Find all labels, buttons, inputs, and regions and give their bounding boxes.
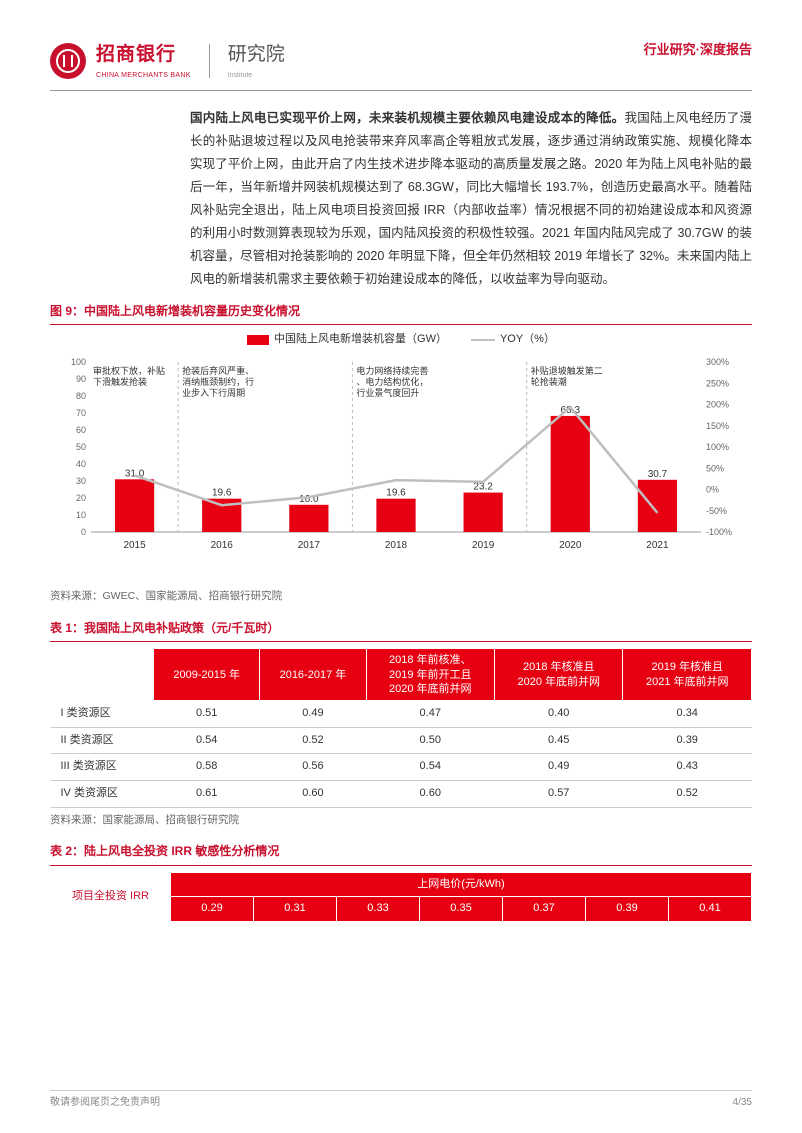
table1: 2009-2015 年2016-2017 年2018 年前核准、2019 年前开… (50, 648, 752, 807)
svg-text:100: 100 (71, 357, 86, 367)
svg-text:下滑触发抢装: 下滑触发抢装 (93, 376, 147, 387)
svg-text:10: 10 (76, 510, 86, 520)
bank-name-block: 招商银行 CHINA MERCHANTS BANK (96, 40, 191, 82)
svg-text:2021: 2021 (646, 540, 669, 551)
body-rest: 我国陆上风电经历了漫长的补贴退坡过程以及风电抢装带来弃风率高企等粗放式发展，逐步… (190, 111, 752, 287)
body-paragraph: 国内陆上风电已实现平价上网，未来装机规模主要依赖风电建设成本的降低。我国陆上风电… (190, 107, 752, 292)
svg-text:行业景气度回升: 行业景气度回升 (356, 387, 419, 398)
svg-text:19.6: 19.6 (386, 488, 406, 499)
svg-text:-100%: -100% (706, 527, 732, 537)
figure9-source: 资料来源：GWEC、国家能源局、招商银行研究院 (50, 588, 752, 605)
svg-text:审批权下放，补贴: 审批权下放，补贴 (93, 365, 165, 376)
report-type: 行业研究·深度报告 (644, 40, 752, 61)
svg-text:200%: 200% (706, 400, 729, 410)
svg-text:250%: 250% (706, 379, 729, 389)
svg-text:2019: 2019 (472, 540, 495, 551)
page-header: 招商银行 CHINA MERCHANTS BANK 研究院 Institute … (50, 40, 752, 91)
svg-text:23.2: 23.2 (473, 482, 493, 493)
svg-text:业步入下行周期: 业步入下行周期 (182, 387, 245, 398)
svg-text:19.6: 19.6 (212, 488, 232, 499)
svg-text:2017: 2017 (298, 540, 321, 551)
institute-en: Institute (228, 70, 285, 81)
svg-text:2020: 2020 (559, 540, 582, 551)
table1-source: 资料来源：国家能源局、招商银行研究院 (50, 812, 752, 829)
svg-text:、电力结构优化，: 、电力结构优化， (356, 376, 428, 387)
bank-name-en: CHINA MERCHANTS BANK (96, 70, 191, 81)
svg-text:20: 20 (76, 493, 86, 503)
svg-text:-50%: -50% (706, 506, 727, 516)
svg-text:30: 30 (76, 476, 86, 486)
table1-title: 表 1：我国陆上风电补贴政策（元/千瓦时） (50, 619, 752, 642)
svg-text:0%: 0% (706, 485, 719, 495)
bank-name-cn: 招商银行 (96, 40, 191, 70)
svg-text:30.7: 30.7 (648, 469, 668, 480)
svg-text:50%: 50% (706, 464, 724, 474)
svg-text:90: 90 (76, 374, 86, 384)
legend-bar: 中国陆上风电新增装机容量（GW） (247, 331, 447, 349)
institute-block: 研究院 Institute (228, 40, 285, 82)
svg-text:2015: 2015 (123, 540, 146, 551)
figure9-title: 图 9：中国陆上风电新增装机容量历史变化情况 (50, 302, 752, 325)
page-footer: 敬请参阅尾页之免责声明 4/35 (50, 1090, 752, 1111)
cmb-logo-icon (50, 43, 86, 79)
svg-text:60: 60 (76, 425, 86, 435)
table2-title: 表 2：陆上风电全投资 IRR 敏感性分析情况 (50, 842, 752, 865)
figure9-legend: 中国陆上风电新增装机容量（GW） YOY（%） (50, 331, 752, 349)
footer-disclaimer: 敬请参阅尾页之免责声明 (50, 1095, 160, 1111)
legend-line-label: YOY（%） (500, 331, 555, 349)
svg-text:70: 70 (76, 408, 86, 418)
page-number: 4/35 (733, 1095, 752, 1111)
table2: 项目全投资 IRR上网电价(元/kWh)0.290.310.330.350.37… (50, 872, 752, 922)
svg-text:150%: 150% (706, 421, 729, 431)
legend-line-swatch (471, 339, 495, 341)
svg-text:电力网络持续完善: 电力网络持续完善 (356, 365, 428, 376)
figure9-chart: 0 10 20 30 40 50 60 70 80 90 100 -100% -50% 0% 50% 100%… (50, 354, 752, 584)
legend-bar-swatch (247, 335, 269, 345)
header-divider (209, 44, 210, 78)
svg-text:消纳瓶颈制约，行: 消纳瓶颈制约，行 (182, 376, 254, 387)
svg-text:轮抢装潮: 轮抢装潮 (531, 376, 567, 387)
header-left: 招商银行 CHINA MERCHANTS BANK 研究院 Institute (50, 40, 285, 82)
chart-svg: 0 10 20 30 40 50 60 70 80 90 100 -100% -50% 0% 50% 100%… (50, 354, 752, 554)
svg-text:100%: 100% (706, 442, 729, 452)
svg-text:0: 0 (81, 527, 86, 537)
svg-text:40: 40 (76, 459, 86, 469)
svg-text:50: 50 (76, 442, 86, 452)
svg-text:2016: 2016 (211, 540, 234, 551)
svg-text:300%: 300% (706, 357, 729, 367)
svg-text:抢装后弃风严重、: 抢装后弃风严重、 (182, 365, 254, 376)
legend-bar-label: 中国陆上风电新增装机容量（GW） (274, 331, 447, 349)
svg-text:80: 80 (76, 391, 86, 401)
institute-cn: 研究院 (228, 40, 285, 70)
lead-bold: 国内陆上风电已实现平价上网，未来装机规模主要依赖风电建设成本的降低。 (190, 111, 624, 125)
legend-line: YOY（%） (471, 331, 555, 349)
svg-text:补贴退坡触发第二: 补贴退坡触发第二 (531, 365, 603, 376)
svg-text:2018: 2018 (385, 540, 408, 551)
